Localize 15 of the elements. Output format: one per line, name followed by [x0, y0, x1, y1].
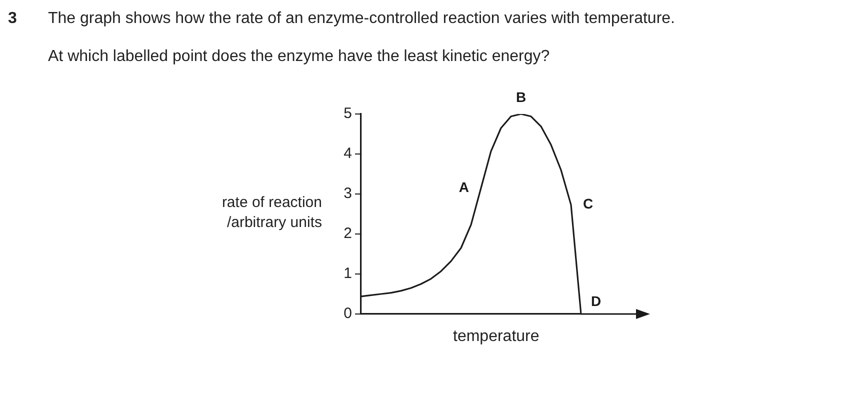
y-tick-label: 1	[344, 265, 352, 282]
text: 3	[8, 10, 17, 28]
data-label: C	[583, 196, 594, 212]
y-tick-label: 2	[344, 225, 352, 242]
y-tick-label: 3	[344, 185, 352, 202]
data-label: A	[458, 178, 469, 195]
y-axis-title: rate of reaction /arbitrary units	[222, 193, 322, 233]
y-tick-label: 4	[344, 145, 352, 162]
y-tick-label: 5	[344, 105, 352, 122]
data-label: D	[591, 292, 602, 309]
chart-subtitle: At which labelled point does the enzyme have the least kinetic energy?	[48, 48, 550, 66]
data-label: B	[516, 88, 526, 105]
chart-title: The graph shows how the rate of an enzyme-controlled reaction varies with temperature.	[48, 10, 675, 28]
x-axis-title: temperature	[453, 328, 540, 346]
y-tick-label: 0	[344, 305, 352, 322]
